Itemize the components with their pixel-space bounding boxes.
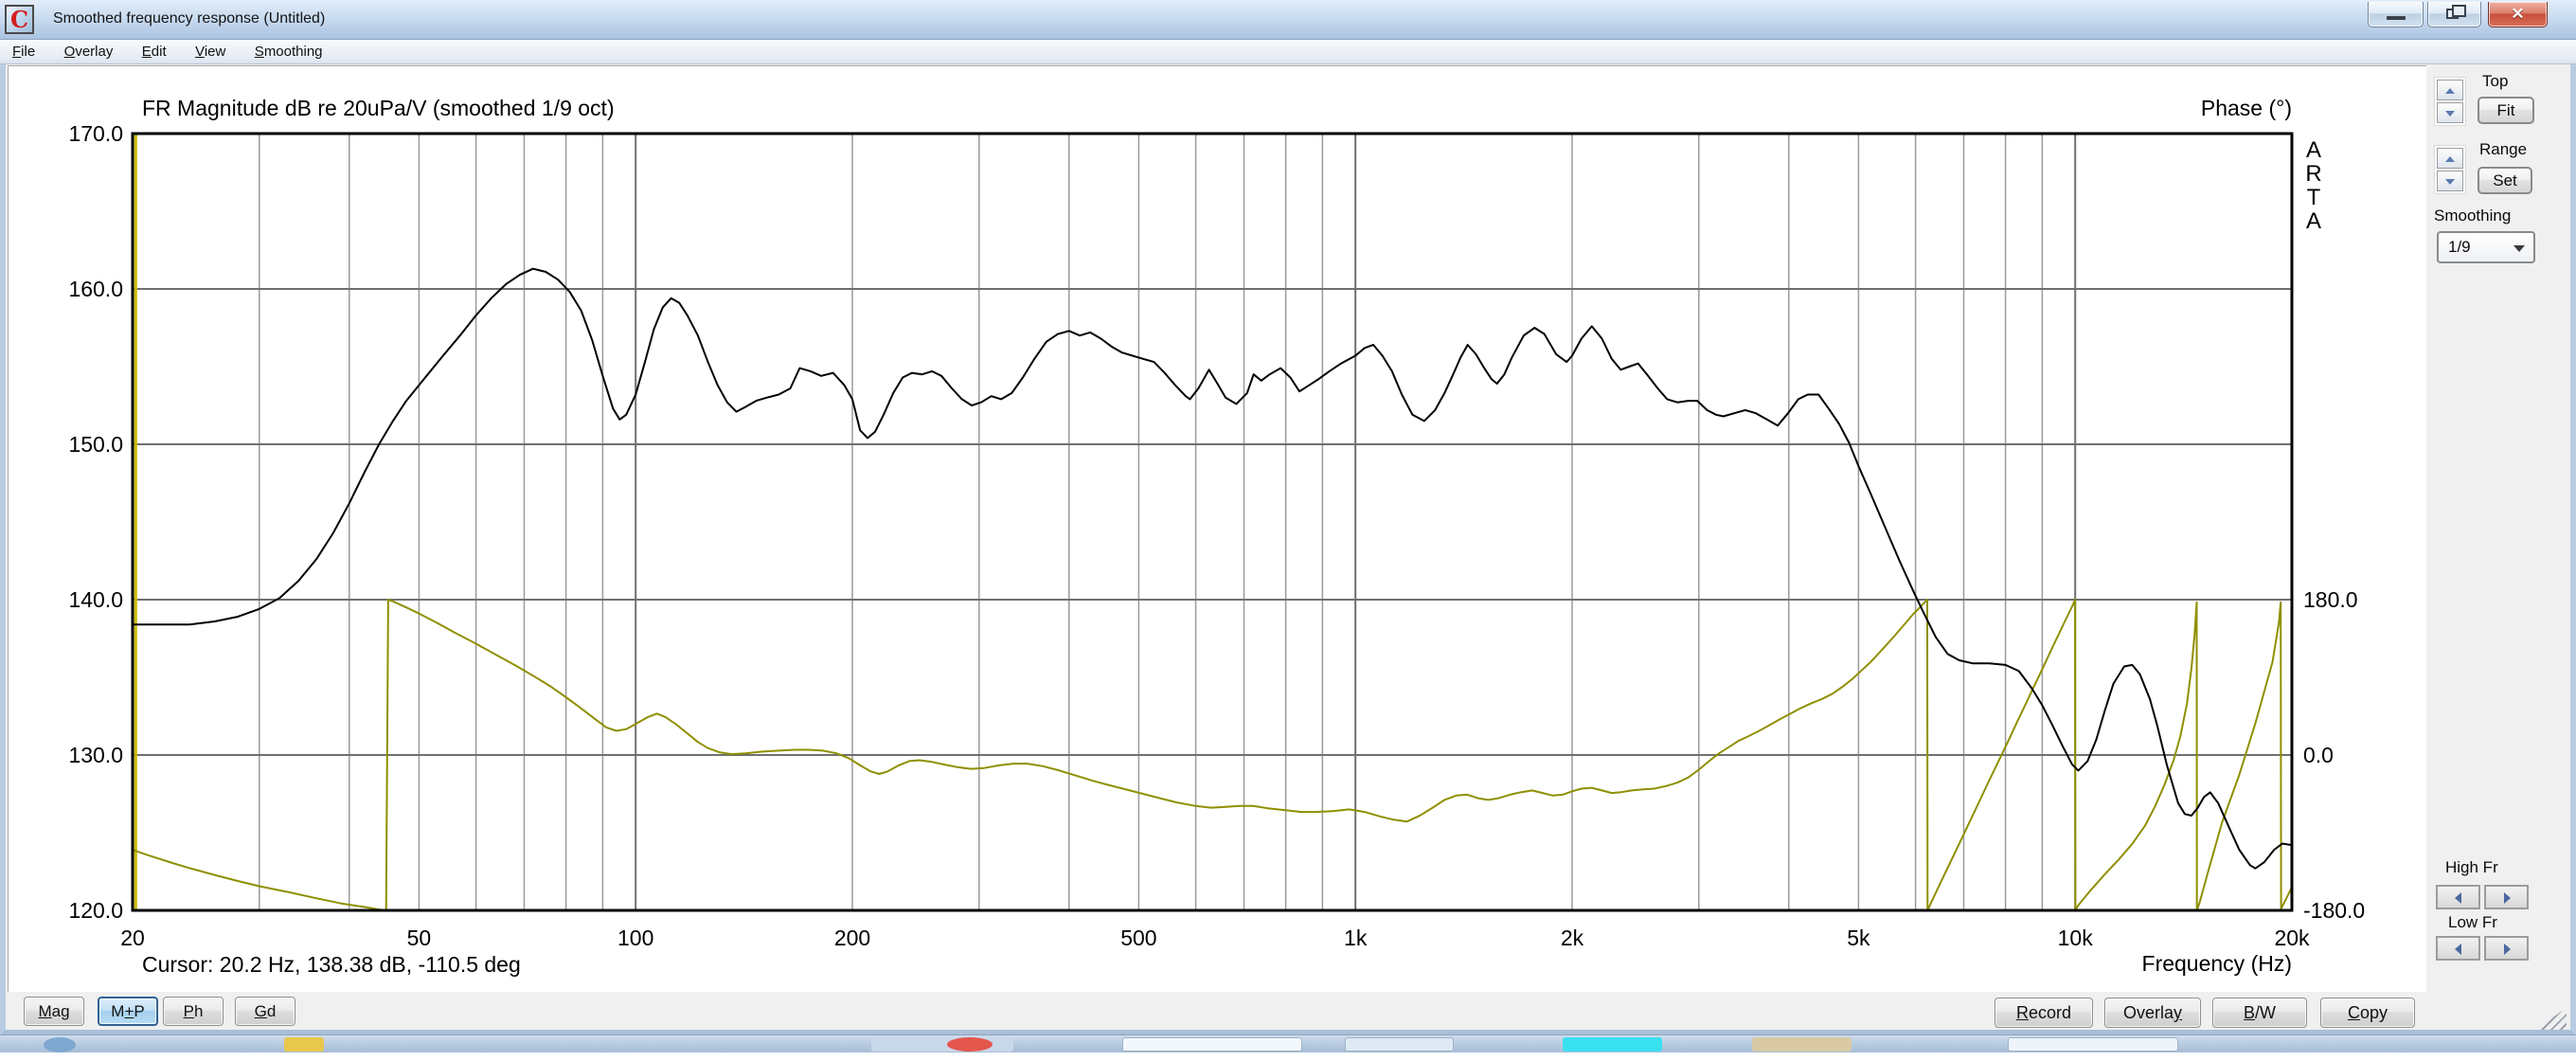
plot-border [131,132,2294,912]
smoothing-dropdown[interactable]: 1/9 [2437,231,2535,263]
phase-axis-title: Phase (°) [2200,96,2292,120]
y-left-tick-label: 140.0 [68,587,123,612]
range-spinbox [2434,145,2466,194]
taskbar-icon-fragment [1752,1037,1852,1052]
y-right-tick-label: 0.0 [2303,743,2334,767]
top-label: Top [2482,72,2509,90]
arrow-up-icon [2445,88,2455,94]
taskbar-icon-fragment [947,1037,993,1052]
fit-button[interactable]: Fit [2478,97,2534,124]
chart-panel [8,65,2426,992]
y-right-tick-label: -180.0 [2303,898,2365,923]
low-fr-left-button[interactable] [2436,936,2480,961]
arrow-right-icon [2503,892,2511,904]
menu-bar: File Overlay Edit View Smoothing [0,40,2576,64]
high-fr-left-button[interactable] [2436,885,2480,909]
smoothing-value: 1/9 [2448,238,2471,256]
restore-button[interactable] [2427,2,2481,27]
copy-button[interactable]: Copy [2320,998,2415,1028]
record-button[interactable]: Record [1995,998,2093,1028]
high-fr-right-button[interactable] [2484,885,2529,909]
arta-watermark: ARTA [2305,137,2322,234]
minimize-button[interactable] [2368,2,2424,27]
range-down-button[interactable] [2437,171,2463,191]
phase-button[interactable]: Ph [163,997,224,1026]
y-left-tick-label: 130.0 [68,743,123,767]
restore-icon [2445,5,2466,19]
x-tick-label: 50 [407,926,432,950]
arrow-right-icon [2503,944,2511,955]
y-left-tick-label: 150.0 [68,432,123,457]
cursor-readout: Cursor: 20.2 Hz, 138.38 dB, -110.5 deg [142,952,521,977]
menu-file[interactable]: File [12,44,36,60]
overlay-button[interactable]: Overlay [2104,998,2201,1028]
arrow-down-icon [2445,179,2455,185]
set-button[interactable]: Set [2478,167,2532,194]
minimize-icon [2386,16,2406,20]
x-tick-label: 5k [1847,926,1870,950]
menu-view[interactable]: View [195,44,226,60]
x-tick-label: 1k [1344,926,1368,950]
x-tick-label: 100 [617,926,653,950]
arrow-up-icon [2445,156,2455,162]
low-fr-label: Low Fr [2448,913,2497,931]
x-tick-label: 2k [1561,926,1584,950]
menu-overlay[interactable]: Overlay [63,44,114,60]
close-icon: ✕ [2511,5,2525,23]
taskbar-button-fragment [2008,1037,2178,1052]
smoothing-label: Smoothing [2434,207,2512,225]
app-icon: C [5,5,34,34]
taskbar-button-fragment [1345,1037,1454,1052]
bw-button[interactable]: B/W [2212,998,2307,1028]
x-tick-label: 500 [1120,926,1156,950]
x-tick-label: 20 [120,926,145,950]
chart-title: FR Magnitude dB re 20uPa/V (smoothed 1/9… [142,96,615,120]
x-tick-label: 200 [834,926,870,950]
arrow-down-icon [2445,111,2455,117]
taskbar-button-fragment [1122,1037,1302,1052]
range-up-button[interactable] [2437,148,2463,169]
y-left-tick-label: 160.0 [68,277,123,301]
title-bar[interactable]: C Smoothed frequency response (Untitled)… [0,0,2576,40]
taskbar-icon-fragment [1563,1037,1662,1052]
arrow-left-icon [2454,944,2461,955]
y-left-tick-label: 120.0 [68,898,123,923]
window-title: Smoothed frequency response (Untitled) [53,10,326,27]
x-tick-label: 10k [2058,926,2094,950]
start-orb-fragment [44,1037,76,1052]
mag-button[interactable]: Mag [24,997,84,1026]
menu-smoothing[interactable]: Smoothing [254,44,323,60]
menu-edit[interactable]: Edit [141,44,167,60]
arrow-left-icon [2454,892,2461,904]
y-right-tick-label: 180.0 [2303,587,2358,612]
y-left-tick-label: 170.0 [68,121,123,146]
taskbar-icon-fragment [284,1037,324,1052]
magnitude-curve [133,267,2293,870]
phase-curve [132,599,2293,911]
group-delay-button[interactable]: Gd [235,997,295,1026]
top-up-button[interactable] [2437,80,2463,100]
high-fr-label: High Fr [2445,858,2498,876]
range-label: Range [2479,140,2528,158]
x-tick-label: 20k [2274,926,2310,950]
close-button[interactable]: ✕ [2488,2,2548,27]
mag-plus-phase-button[interactable]: M+P [98,997,158,1026]
top-spinbox [2434,77,2466,126]
x-axis-title: Frequency (Hz) [2141,951,2292,976]
taskbar-sliver [0,1034,2576,1052]
top-down-button[interactable] [2437,102,2463,123]
low-fr-right-button[interactable] [2484,936,2529,961]
chevron-down-icon [2513,245,2525,252]
